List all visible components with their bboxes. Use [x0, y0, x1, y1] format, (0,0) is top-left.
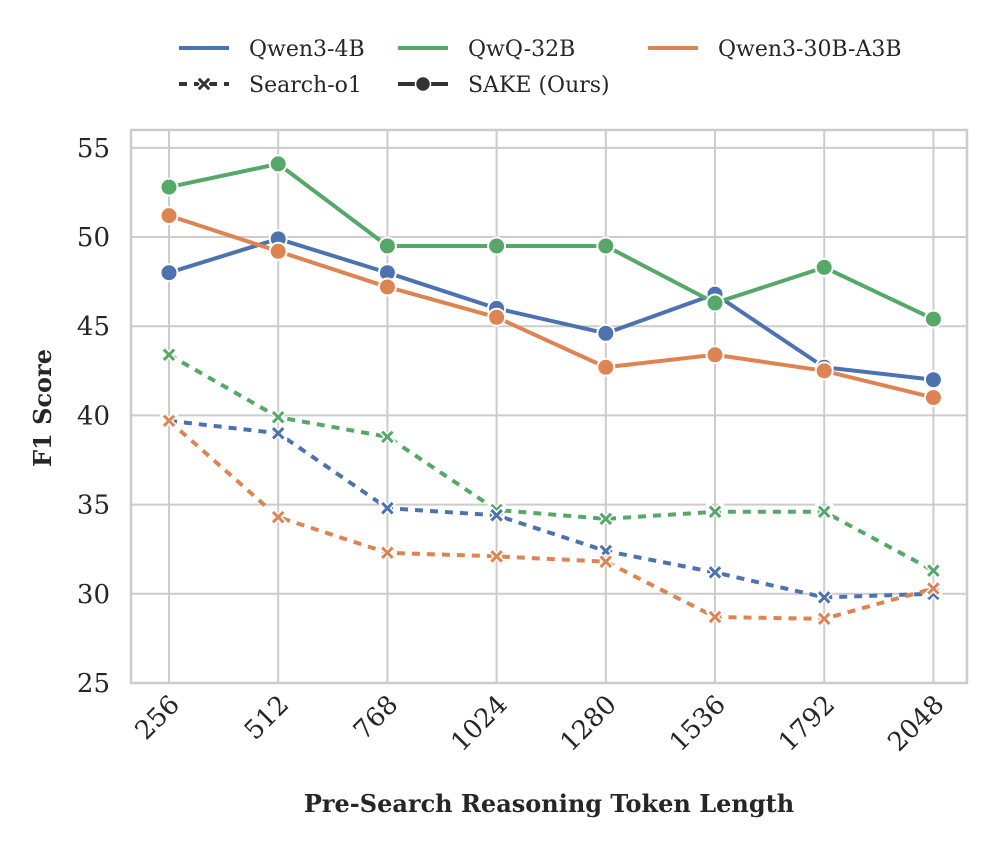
legend-label: QwQ-32B [468, 37, 575, 62]
x-marker [490, 509, 503, 522]
y-tick-label: 40 [77, 401, 110, 431]
y-tick-label: 35 [77, 491, 110, 521]
x-marker [927, 564, 940, 577]
point-marker [159, 177, 179, 197]
point-marker [487, 236, 507, 256]
line-qwen3-30b-a3b-search-o1 [167, 419, 934, 621]
x-marker [927, 582, 940, 595]
series-qwen3-30b-a3b-search-o1 [159, 411, 943, 628]
line-qwen3-4b-sake-ours [168, 236, 934, 382]
x-marker [708, 566, 722, 579]
legend-entry: SAKE (Ours) [398, 73, 610, 98]
line-qwen3-4b-search-o1 [168, 418, 934, 600]
legend-label: Qwen3-30B-A3B [718, 37, 902, 62]
legend-entry: Search-o1 [179, 73, 362, 98]
point-marker [705, 345, 725, 365]
x-axis-title: Pre-Search Reasoning Token Length [304, 789, 794, 818]
point-marker [814, 361, 834, 381]
point-marker [159, 263, 179, 283]
series-qwq-32b-sake-ours [159, 154, 943, 329]
y-tick-labels: 25 30 35 40 45 50 55 [77, 134, 110, 699]
x-marker [271, 410, 285, 424]
point-marker [596, 357, 616, 377]
line-qwq-32b-search-o1 [168, 353, 935, 573]
legend-entry: Qwen3-30B-A3B [648, 37, 902, 62]
point-marker [923, 309, 943, 329]
x-marker [817, 505, 831, 519]
x-marker [708, 505, 722, 519]
y-tick-label: 25 [77, 669, 110, 699]
point-marker [268, 241, 288, 261]
x-marker [381, 546, 394, 560]
series-layer [159, 154, 943, 628]
x-marker [817, 612, 831, 626]
legend: Qwen3-4B QwQ-32B Qwen3-30B-A3B Search-o1 SAK… [179, 37, 902, 98]
y-tick-label: 50 [77, 223, 110, 253]
x-marker [599, 555, 613, 568]
legend-label: Search-o1 [249, 73, 362, 98]
point-marker [596, 236, 616, 256]
point-marker [377, 236, 397, 256]
y-axis-title: F1 Score [28, 349, 57, 467]
point-marker [705, 293, 725, 313]
x-marker [162, 348, 176, 362]
point-marker [923, 370, 943, 390]
series-qwen3-30b-a3b-sake-ours [159, 206, 943, 408]
x-marker [381, 501, 394, 515]
y-tick-label: 55 [77, 134, 110, 164]
legend-x-marker [197, 77, 211, 91]
x-marker [162, 414, 176, 428]
x-marker [271, 510, 285, 524]
line-qwen3-30b-a3b-sake-ours [168, 213, 934, 400]
line-qwq-32b-sake-ours [168, 161, 935, 321]
x-marker [490, 550, 503, 563]
point-marker [814, 257, 834, 277]
point-marker [159, 206, 179, 226]
x-marker [271, 426, 285, 440]
legend-dot-marker [414, 75, 432, 93]
legend-entry: QwQ-32B [398, 37, 575, 62]
point-marker [268, 154, 288, 174]
y-tick-label: 30 [77, 580, 110, 610]
legend-label: Qwen3-4B [249, 37, 365, 62]
point-marker [596, 323, 616, 343]
point-marker [377, 277, 397, 297]
x-marker [817, 591, 831, 604]
x-marker [381, 430, 394, 444]
legend-label: SAKE (Ours) [468, 73, 610, 98]
plot-frame [129, 128, 969, 685]
x-marker [599, 512, 613, 526]
point-marker [923, 388, 943, 408]
point-marker [487, 307, 507, 327]
x-marker [708, 610, 722, 624]
series-qwq-32b-search-o1 [159, 345, 943, 580]
y-tick-label: 45 [77, 312, 110, 342]
legend-entry: Qwen3-4B [179, 37, 365, 62]
